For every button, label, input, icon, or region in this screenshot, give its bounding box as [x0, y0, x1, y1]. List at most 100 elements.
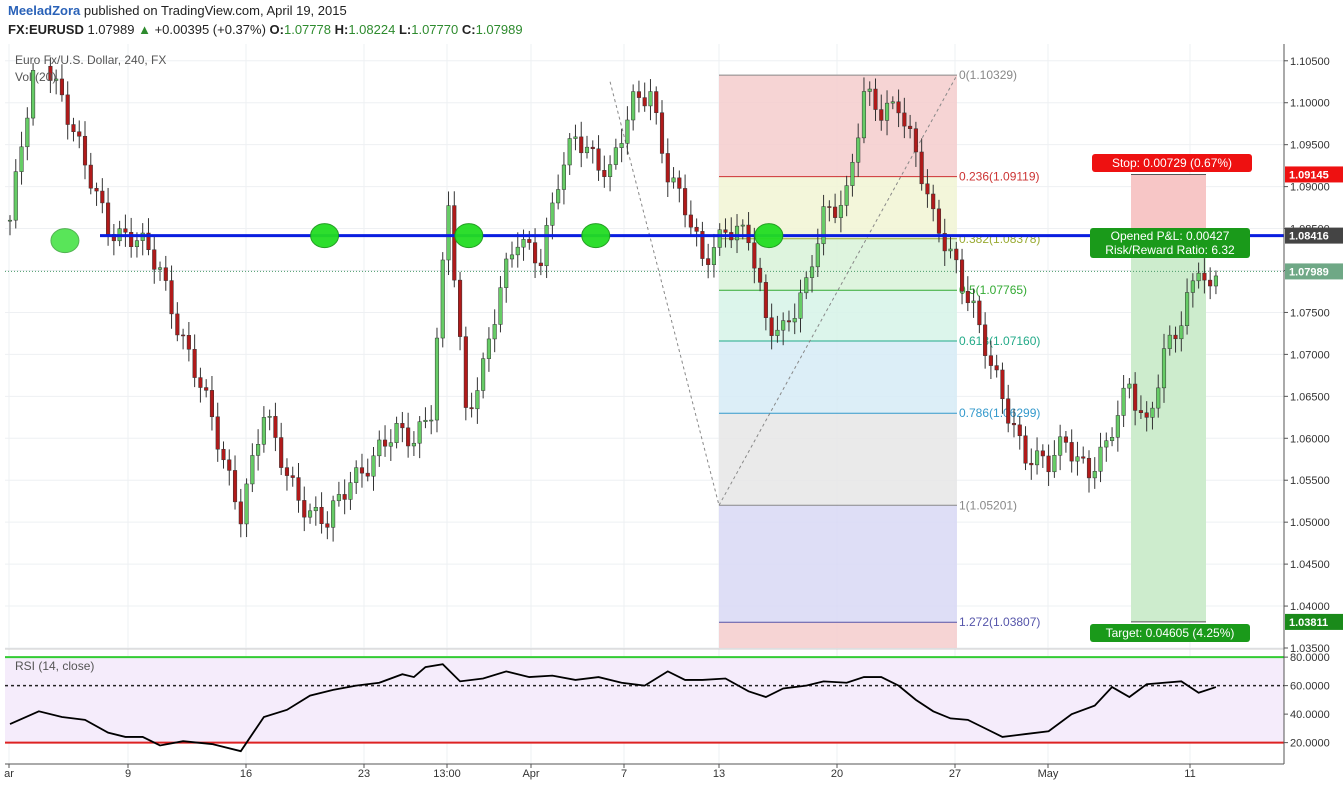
price-tick-label: 1.06000	[1290, 433, 1330, 445]
candle-up	[613, 147, 618, 165]
stop-label-bg	[1092, 154, 1252, 172]
price-badge-text: 1.07989	[1289, 266, 1329, 278]
change-arrow-icon: ▲	[138, 22, 151, 37]
candle-up	[7, 219, 13, 222]
target-label-text: Target: 0.04605 (4.25%)	[1106, 626, 1235, 640]
candle-down	[48, 65, 53, 81]
candle-down	[527, 239, 532, 243]
touch-marker	[754, 223, 784, 249]
price-tick-label: 1.07500	[1290, 307, 1330, 319]
price-tick-label: 1.05000	[1290, 517, 1330, 529]
candle-down	[1023, 435, 1028, 464]
time-axis: ar 9 16 23 13:00 Apr 7 13 20 27 May 11	[4, 763, 1284, 780]
candle-down	[469, 407, 474, 410]
price-badge-bg	[1285, 613, 1343, 630]
candle-up	[354, 467, 359, 483]
candle-down	[538, 262, 543, 267]
fib-level-label: 0(1.10329)	[959, 68, 1017, 82]
candle-down	[1133, 383, 1138, 411]
candles	[7, 57, 1218, 542]
candle-down	[786, 320, 792, 323]
target-zone	[1131, 235, 1206, 622]
candle-down	[746, 224, 751, 244]
candle-up	[838, 205, 843, 218]
candle-up	[475, 390, 480, 410]
fib-level-label: 0.382(1.08378)	[959, 232, 1040, 246]
time-tick-label: May	[1038, 768, 1059, 780]
candle-down	[319, 507, 324, 524]
candle-down	[1063, 436, 1068, 443]
rsi-band	[5, 657, 1284, 743]
candle-up	[556, 189, 561, 204]
candle-down	[1202, 272, 1207, 281]
candle-down	[533, 242, 538, 264]
candle-down	[1081, 456, 1086, 459]
candle-up	[411, 442, 416, 447]
candle-down	[365, 472, 370, 477]
price-change: +0.00395 (+0.37%)	[154, 22, 266, 37]
candle-down	[1208, 279, 1213, 287]
candle-up	[544, 225, 549, 267]
symbol[interactable]: FX:EURUSD	[8, 22, 84, 37]
price-badge: 1.09145	[1285, 166, 1343, 183]
time-tick-label: Apr	[522, 768, 539, 780]
candle-down	[284, 467, 290, 476]
candle-up	[711, 247, 716, 265]
candle-up	[307, 510, 313, 518]
fib-level-label: 0.618(1.07160)	[959, 334, 1040, 348]
candle-up	[1110, 437, 1115, 441]
candle-up	[573, 136, 578, 139]
candle-up	[1115, 415, 1120, 438]
candle-down	[873, 88, 878, 110]
candle-up	[734, 225, 740, 241]
candle-down	[1000, 369, 1005, 400]
rsi-tick-label: 40.0000	[1290, 709, 1330, 721]
candle-down	[919, 151, 924, 185]
fib-level-label: 1(1.05201)	[959, 498, 1017, 512]
candle-down	[163, 267, 168, 281]
candle-up	[515, 246, 520, 256]
candle-down	[988, 355, 993, 366]
publish-text: published on TradingView.com, April 19, …	[83, 3, 347, 18]
candle-down	[694, 226, 699, 232]
candle-up	[821, 206, 826, 245]
rsi-legend[interactable]: RSI (14, close)	[15, 659, 95, 673]
time-tick-label: 7	[621, 768, 627, 780]
candle-down	[596, 148, 601, 171]
high-value: 1.08224	[348, 22, 396, 37]
candle-up	[631, 91, 636, 121]
candle-down	[833, 206, 838, 218]
stop-label-text: Stop: 0.00729 (0.67%)	[1112, 156, 1232, 170]
author-link[interactable]: MeeladZora	[8, 3, 81, 18]
candle-up	[256, 444, 261, 456]
price-tick-label: 1.09500	[1290, 140, 1330, 152]
candle-down	[683, 188, 688, 216]
candle-up	[884, 102, 890, 121]
price-badge-text: 1.09145	[1289, 169, 1329, 181]
candle-up	[798, 292, 803, 319]
candle-down	[994, 365, 999, 371]
candle-down	[642, 97, 647, 107]
stop-zone	[1131, 174, 1206, 236]
price-tick-label: 1.04500	[1290, 559, 1330, 571]
target-label-bg	[1090, 624, 1250, 642]
candle-down	[931, 193, 936, 210]
candle-up	[134, 240, 139, 247]
publish-info: MeeladZora published on TradingView.com,…	[8, 3, 347, 18]
candle-up	[948, 248, 953, 252]
candle-up	[1167, 334, 1172, 349]
chart-header: MeeladZora published on TradingView.com,…	[0, 0, 1344, 40]
price-axis: 1.105001.100001.095001.090001.085001.080…	[1283, 44, 1344, 764]
candle-down	[763, 282, 768, 318]
volume-legend[interactable]: Vol (20)	[15, 70, 57, 84]
candle-up	[1092, 471, 1097, 479]
candle-up	[861, 91, 867, 139]
candle-down	[204, 387, 209, 391]
candle-down	[769, 317, 774, 336]
price-tick-label: 1.10500	[1290, 56, 1330, 68]
candle-up	[671, 177, 676, 183]
candle-up	[498, 287, 503, 325]
series-legend-title[interactable]: Euro Fx/U.S. Dollar, 240, FX	[15, 53, 167, 67]
pnl-label-line1: Opened P&L: 0.00427	[1111, 229, 1230, 243]
